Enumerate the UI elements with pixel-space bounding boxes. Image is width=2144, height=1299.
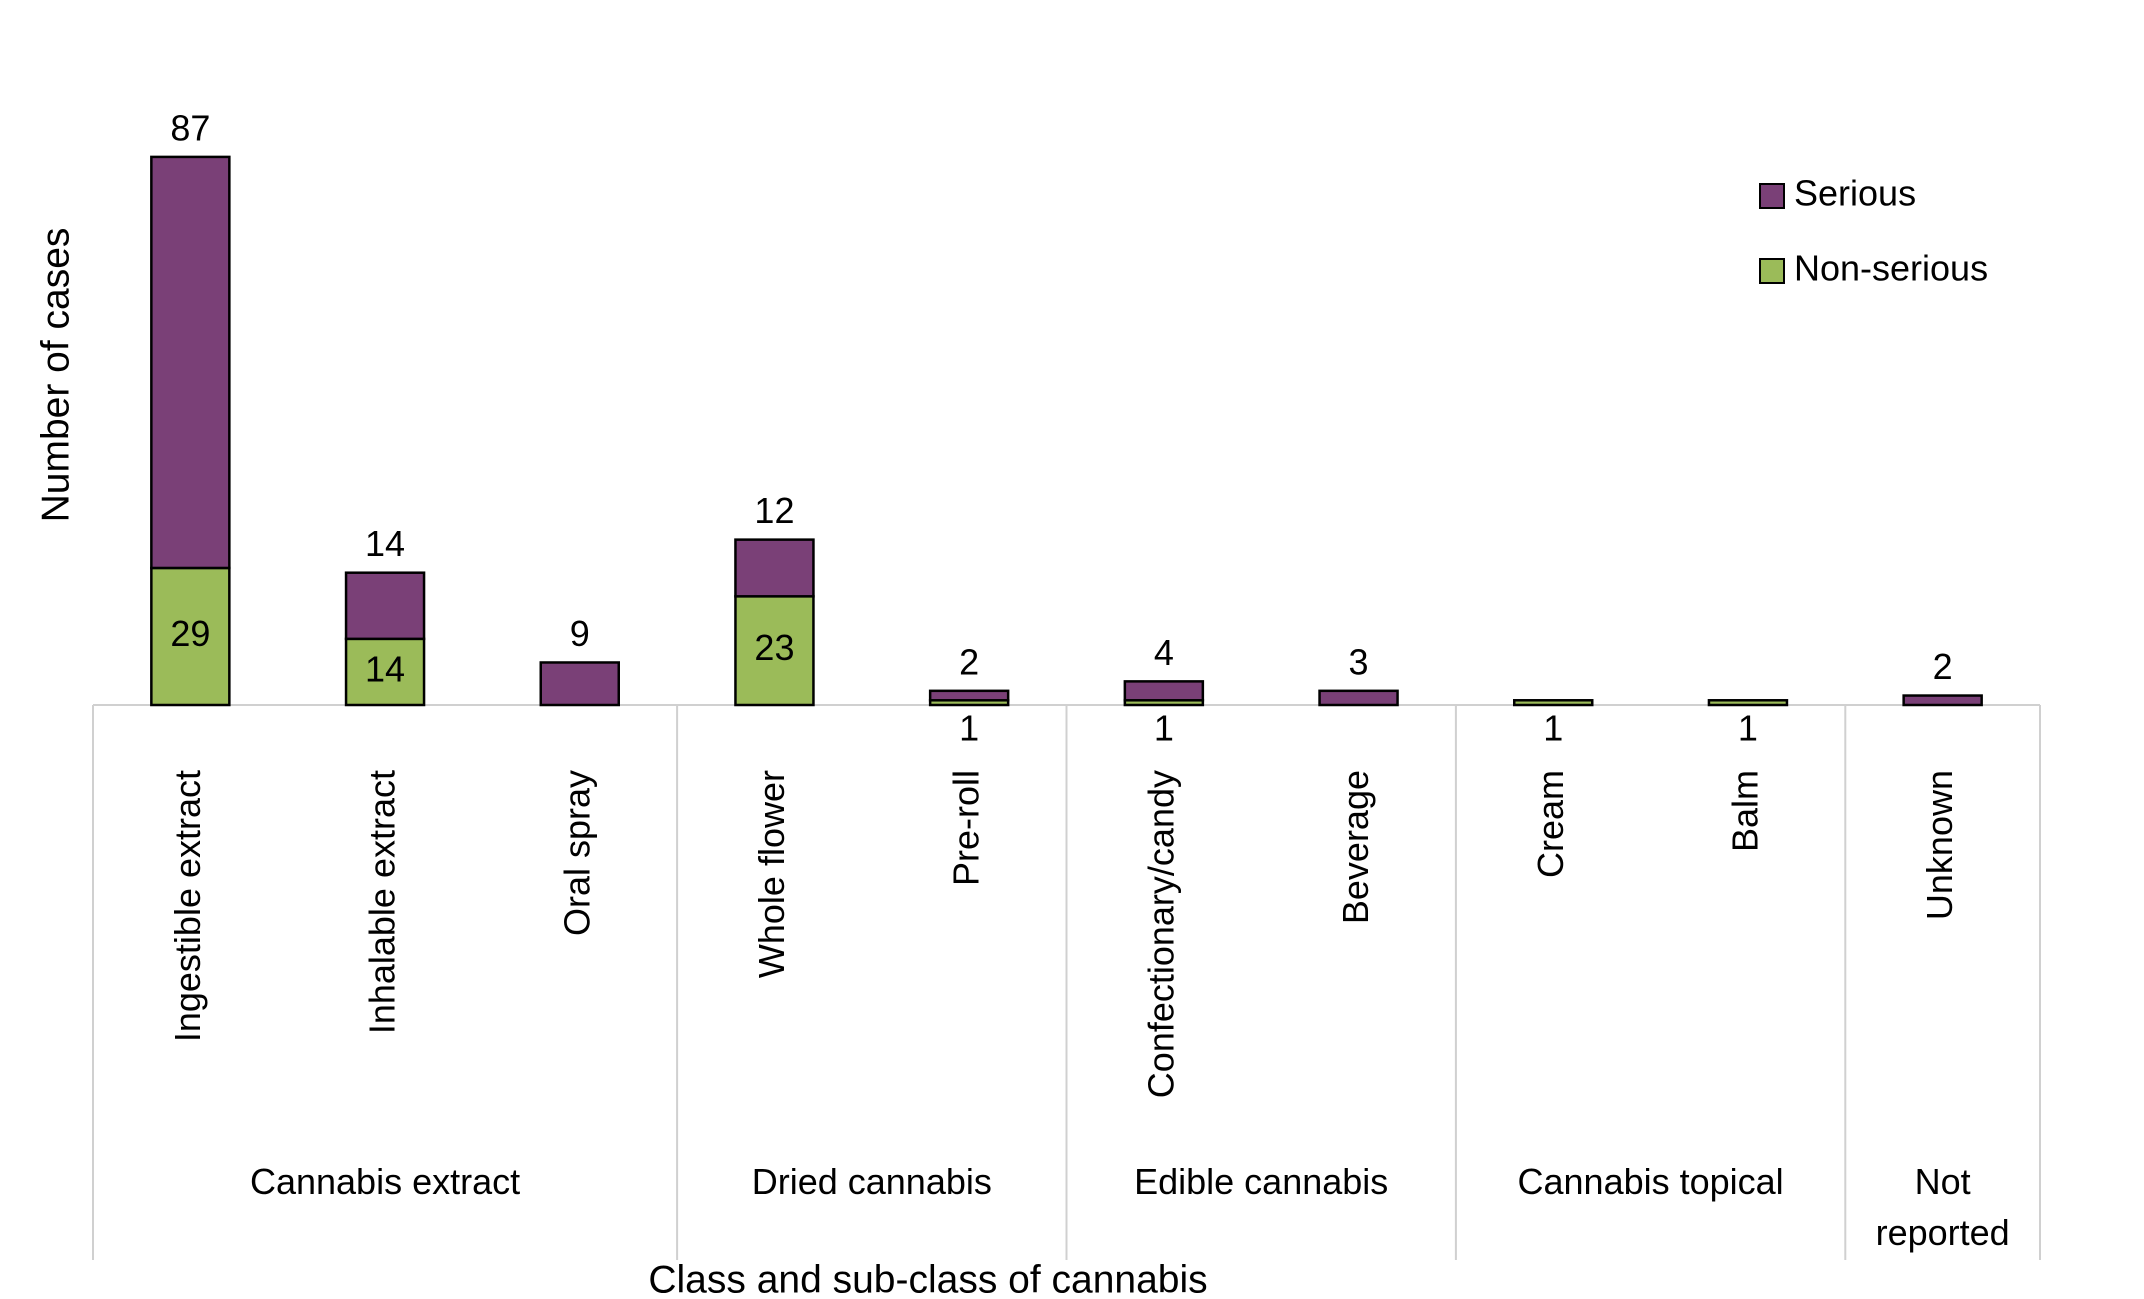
bar-segment (150, 155, 231, 570)
data-label: 12 (754, 490, 794, 531)
group-label: Not reported (1875, 1161, 2010, 1253)
data-label: 1 (959, 708, 979, 749)
bar-segment (928, 689, 1010, 702)
data-label: 23 (754, 627, 794, 668)
bar-segment (734, 595, 815, 707)
x-tick-label: Balm (1724, 770, 1765, 852)
data-label: 14 (365, 523, 405, 564)
y-axis-title: Number of cases (34, 228, 77, 523)
bar-segment (344, 637, 426, 707)
bar-segment (539, 661, 620, 707)
data-label: 1 (1543, 708, 1563, 749)
bar-segment (1902, 694, 1983, 707)
data-label: 1 (1154, 708, 1174, 749)
group-label: Cannabis topical (1517, 1161, 1784, 1202)
x-tick-label: Oral spray (556, 770, 597, 936)
bar-segment (344, 571, 426, 641)
data-label: 2 (1933, 646, 1953, 687)
legend-label: Serious (1794, 173, 1916, 214)
x-tick-label: Cream (1530, 770, 1571, 878)
group-label: Cannabis extract (249, 1161, 521, 1202)
bar-segment (734, 538, 815, 598)
x-tick-label: Ingestible extract (167, 770, 208, 1042)
data-label: 3 (1349, 641, 1369, 682)
legend-label: Non-serious (1794, 248, 1988, 289)
legend-swatch (1759, 183, 1785, 209)
x-tick-label: Pre-roll (946, 770, 987, 886)
data-label: 14 (365, 648, 405, 689)
data-label: 87 (170, 107, 210, 148)
bar-segment (1123, 680, 1205, 702)
data-label: 1 (1738, 708, 1758, 749)
x-tick-label: Inhalable extract (362, 770, 403, 1034)
x-tick-label: Confectionary/candy (1140, 770, 1181, 1098)
data-label: 29 (170, 613, 210, 654)
data-label: 2 (959, 641, 979, 682)
group-label: Edible cannabis (1134, 1161, 1389, 1202)
bar-segment (1707, 699, 1789, 707)
x-tick-label: Whole flower (751, 770, 792, 978)
bar-segment (1513, 699, 1594, 707)
legend-swatch (1759, 258, 1785, 284)
data-label: 9 (570, 613, 590, 654)
group-label: Dried cannabis (751, 1161, 992, 1202)
x-tick-label: Unknown (1919, 770, 1960, 920)
x-tick-label: Beverage (1335, 770, 1376, 924)
data-label: 4 (1154, 632, 1174, 673)
x-axis-title: Class and sub-class of cannabis (648, 1258, 1207, 1299)
bar-segment (150, 566, 231, 707)
bar-segment (1318, 689, 1399, 707)
